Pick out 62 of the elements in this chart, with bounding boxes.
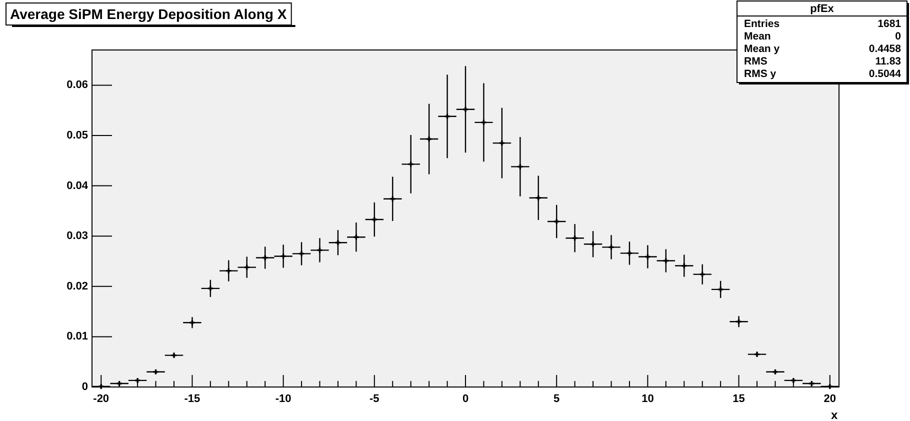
y-tick-label: 0.03 — [66, 230, 88, 242]
point — [317, 248, 322, 253]
x-tick-label: -20 — [93, 393, 110, 406]
point — [299, 251, 304, 256]
text: 0.4458 — [868, 43, 902, 55]
point — [663, 258, 668, 264]
point — [280, 254, 286, 259]
point — [736, 319, 742, 324]
x-tick-label: 0 — [462, 393, 469, 406]
annotation: RMS y — [744, 68, 776, 80]
point — [518, 164, 523, 170]
y-tick-label: 0.06 — [66, 79, 88, 92]
point — [827, 384, 832, 390]
x-tick-label: -5 — [370, 393, 380, 406]
point — [590, 242, 596, 247]
point — [718, 286, 724, 292]
text: Mean — [744, 30, 771, 42]
point — [645, 254, 650, 260]
y-tick-label: 0.01 — [66, 330, 88, 343]
point — [335, 240, 340, 246]
point — [408, 162, 414, 167]
point — [481, 120, 486, 125]
point — [444, 114, 450, 119]
point — [462, 106, 468, 112]
chart-title: Average SiPM Energy Deposition Along X — [10, 6, 288, 22]
text: 0.5044 — [868, 68, 902, 80]
text: pfEx — [810, 3, 835, 15]
x-tick-label: -15 — [184, 393, 200, 406]
point — [372, 216, 377, 222]
x-tick-label: 15 — [732, 393, 745, 406]
x-tick-label: 20 — [824, 393, 836, 406]
x-axis-title: x — [831, 408, 838, 421]
text: 11.83 — [875, 56, 902, 68]
point — [554, 219, 560, 224]
y-tick-label: 0.04 — [66, 180, 89, 192]
point — [682, 263, 687, 268]
annotation: Mean y — [744, 43, 780, 55]
point — [98, 384, 104, 390]
point — [426, 136, 432, 142]
point — [700, 272, 705, 277]
point — [536, 195, 541, 200]
y-tick-label: 0 — [82, 381, 88, 393]
point — [190, 320, 195, 326]
text: 0 — [895, 30, 902, 42]
y-tick-label: 0.02 — [66, 280, 88, 292]
point — [244, 264, 250, 270]
point — [608, 244, 614, 250]
point — [262, 255, 268, 260]
point — [226, 268, 232, 274]
point — [354, 234, 359, 240]
x-tick-label: 5 — [554, 393, 560, 406]
point — [626, 250, 632, 256]
point — [499, 140, 504, 146]
y-tick-label: 0.05 — [66, 130, 88, 142]
annotation: RMS — [744, 56, 768, 68]
x-tick-label: 10 — [642, 393, 654, 406]
text: Entries — [744, 18, 780, 30]
text: 1681 — [878, 18, 902, 30]
point — [390, 196, 396, 202]
point — [572, 236, 578, 241]
point — [208, 286, 213, 291]
x-tick-label: -10 — [275, 393, 292, 406]
